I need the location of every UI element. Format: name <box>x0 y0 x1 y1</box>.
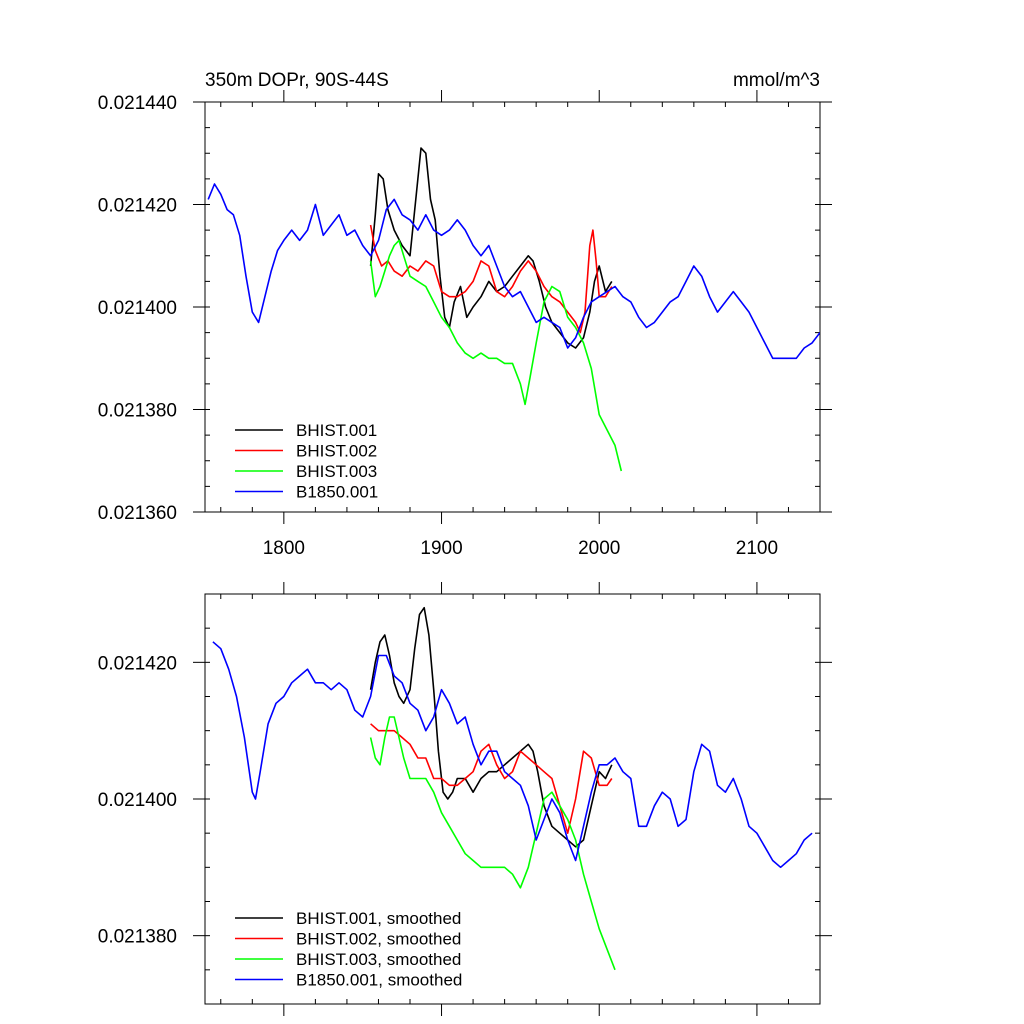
series-line-2 <box>369 716 616 971</box>
legend-label: BHIST.002, smoothed <box>296 930 461 949</box>
y-tick-label: 0.021420 <box>98 653 177 674</box>
legend-label: BHIST.003 <box>296 462 377 481</box>
x-tick-label: 2100 <box>736 538 778 559</box>
y-tick-label: 0.021420 <box>98 196 177 217</box>
series-line-3 <box>212 641 813 869</box>
series-line-0 <box>369 606 613 848</box>
series-line-1 <box>370 723 613 835</box>
legend-label: BHIST.002 <box>296 442 377 461</box>
legend-label: BHIST.003, smoothed <box>296 950 461 969</box>
y-tick-label: 0.021360 <box>98 503 177 524</box>
top-panel-title: 350m DOPr, 90S-44S <box>205 70 389 91</box>
series-line-3 <box>207 183 820 360</box>
y-tick-label: 0.021440 <box>98 93 177 114</box>
x-tick-label: 1900 <box>420 538 462 559</box>
series-line-1 <box>369 224 613 334</box>
y-tick-label: 0.021380 <box>98 401 177 422</box>
legend-label: BHIST.001, smoothed <box>296 909 461 928</box>
legend-label: BHIST.001 <box>296 421 377 440</box>
series-line-2 <box>369 239 623 472</box>
legend-label: B1850.001, smoothed <box>296 971 462 990</box>
y-tick-label: 0.021380 <box>98 927 177 948</box>
x-tick-label: 2000 <box>578 538 620 559</box>
top-panel: 350m DOPr, 90S-44S mmol/m^3 1800 1900 2000… <box>98 70 832 559</box>
bottom-panel: 0.021380 0.021400 0.021420 BHIST.001, smoot… <box>98 582 832 1016</box>
series-line-0 <box>369 147 613 349</box>
top-panel-units: mmol/m^3 <box>733 70 820 91</box>
x-tick-label: 1800 <box>263 538 305 559</box>
legend-label: B1850.001 <box>296 483 378 502</box>
y-tick-label: 0.021400 <box>98 790 177 811</box>
y-tick-label: 0.021400 <box>98 298 177 319</box>
